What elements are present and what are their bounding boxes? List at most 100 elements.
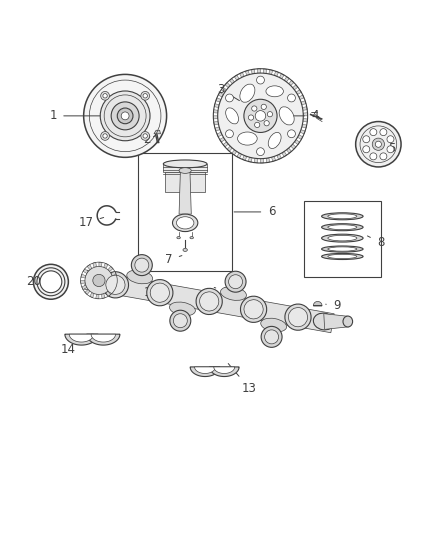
Text: 10: 10 [214, 286, 237, 299]
Polygon shape [324, 313, 349, 329]
Polygon shape [96, 294, 99, 299]
Text: 4: 4 [291, 109, 319, 123]
Polygon shape [213, 110, 218, 113]
Text: 2: 2 [143, 133, 155, 147]
Polygon shape [291, 144, 296, 149]
Polygon shape [101, 294, 105, 298]
Polygon shape [213, 116, 218, 119]
Polygon shape [232, 150, 237, 155]
Ellipse shape [261, 326, 282, 348]
Polygon shape [217, 132, 222, 137]
Text: 9: 9 [326, 300, 341, 312]
Polygon shape [263, 69, 267, 74]
Ellipse shape [328, 236, 357, 241]
Polygon shape [87, 264, 92, 270]
Ellipse shape [200, 292, 219, 311]
Circle shape [380, 153, 387, 160]
Polygon shape [221, 87, 226, 92]
Ellipse shape [321, 213, 363, 220]
Circle shape [375, 141, 381, 147]
Circle shape [226, 130, 233, 138]
Ellipse shape [163, 160, 207, 168]
Polygon shape [91, 334, 116, 342]
Polygon shape [302, 124, 307, 128]
Polygon shape [251, 69, 255, 74]
Polygon shape [248, 157, 252, 162]
Ellipse shape [150, 283, 170, 302]
Circle shape [103, 94, 107, 98]
Circle shape [372, 138, 385, 150]
Polygon shape [190, 367, 220, 376]
Polygon shape [294, 140, 300, 144]
Circle shape [363, 146, 370, 153]
Text: 20: 20 [26, 275, 51, 288]
Circle shape [370, 128, 377, 135]
Polygon shape [69, 334, 94, 342]
Ellipse shape [173, 214, 198, 231]
Polygon shape [81, 280, 85, 284]
Polygon shape [254, 158, 258, 163]
Polygon shape [272, 156, 276, 161]
Polygon shape [93, 262, 96, 268]
Circle shape [111, 102, 139, 130]
Polygon shape [313, 302, 322, 306]
Ellipse shape [179, 168, 191, 173]
Ellipse shape [177, 217, 194, 229]
Polygon shape [300, 130, 305, 134]
Text: 13: 13 [228, 364, 257, 395]
Ellipse shape [279, 107, 294, 125]
Polygon shape [293, 85, 298, 90]
Polygon shape [266, 158, 270, 163]
Circle shape [101, 132, 110, 140]
Circle shape [93, 274, 105, 287]
Circle shape [141, 132, 149, 140]
Bar [163, 164, 207, 172]
Ellipse shape [225, 271, 246, 292]
Polygon shape [240, 72, 244, 77]
Polygon shape [83, 269, 88, 273]
Ellipse shape [196, 288, 222, 314]
Text: 17: 17 [78, 216, 104, 229]
Polygon shape [108, 266, 113, 271]
Circle shape [226, 94, 233, 102]
Polygon shape [219, 138, 225, 142]
Ellipse shape [240, 84, 255, 102]
Ellipse shape [170, 310, 191, 331]
Circle shape [103, 134, 107, 138]
Polygon shape [154, 130, 160, 134]
Polygon shape [179, 172, 191, 214]
Ellipse shape [170, 302, 195, 316]
Polygon shape [282, 151, 287, 157]
Polygon shape [230, 78, 234, 84]
Ellipse shape [244, 300, 263, 319]
Ellipse shape [321, 234, 363, 242]
Ellipse shape [328, 225, 357, 230]
Polygon shape [227, 146, 232, 151]
Text: 8: 8 [367, 236, 384, 249]
Polygon shape [279, 74, 284, 79]
Polygon shape [286, 148, 292, 154]
Polygon shape [303, 119, 307, 122]
Text: 5: 5 [378, 142, 395, 155]
Circle shape [387, 146, 394, 153]
Ellipse shape [265, 330, 279, 344]
Bar [138, 153, 232, 271]
Ellipse shape [321, 246, 363, 252]
Polygon shape [104, 263, 108, 269]
Polygon shape [245, 70, 249, 75]
Ellipse shape [183, 248, 187, 252]
Polygon shape [214, 103, 219, 108]
Circle shape [143, 94, 147, 98]
Ellipse shape [102, 272, 128, 298]
Polygon shape [81, 274, 86, 278]
Polygon shape [106, 291, 111, 296]
Polygon shape [214, 367, 235, 374]
Polygon shape [301, 101, 306, 105]
Circle shape [255, 111, 266, 121]
Polygon shape [223, 142, 228, 147]
Polygon shape [261, 158, 264, 163]
Circle shape [252, 106, 257, 111]
Text: 7: 7 [165, 254, 182, 266]
Bar [304, 201, 381, 277]
Polygon shape [284, 77, 289, 82]
